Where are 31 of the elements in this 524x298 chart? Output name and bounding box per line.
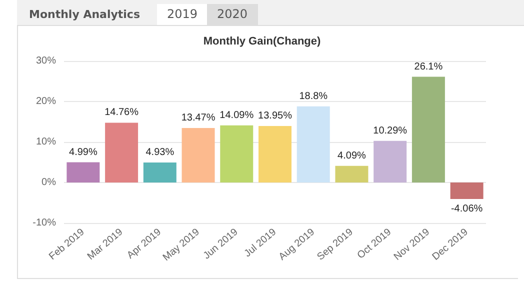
bar <box>258 126 292 182</box>
data-label: 14.09% <box>220 110 254 121</box>
bar <box>296 106 330 182</box>
data-label: -4.06% <box>450 203 483 214</box>
bar <box>143 162 176 182</box>
chart-title: Monthly Gain(Change) <box>203 36 321 48</box>
data-label: 14.76% <box>104 107 139 118</box>
bar <box>335 166 368 182</box>
y-tick-label: 30% <box>36 56 56 66</box>
bar <box>412 76 445 182</box>
bar <box>450 182 484 199</box>
bar <box>105 122 138 182</box>
y-tick-label: 0% <box>42 177 56 188</box>
text: Monthly Analytics <box>29 7 140 23</box>
data-label: 18.8% <box>299 90 328 102</box>
bar <box>66 162 100 182</box>
data-label: 4.93% <box>146 147 174 158</box>
data-label: 4.09% <box>338 150 366 162</box>
text: 2019 <box>157 4 208 25</box>
data-label: 13.95% <box>258 110 292 122</box>
bar <box>374 140 407 182</box>
data-label: 4.99% <box>69 146 98 158</box>
y-tick-label: -10% <box>32 218 56 228</box>
text: 2020 <box>207 4 258 25</box>
data-label: 13.47% <box>181 112 216 124</box>
bar <box>182 128 215 182</box>
y-tick-label: 10% <box>36 136 56 148</box>
data-label: 26.1% <box>414 61 443 72</box>
data-label: 10.29% <box>373 125 408 136</box>
bar <box>220 125 254 182</box>
y-tick-label: 20% <box>36 96 56 107</box>
